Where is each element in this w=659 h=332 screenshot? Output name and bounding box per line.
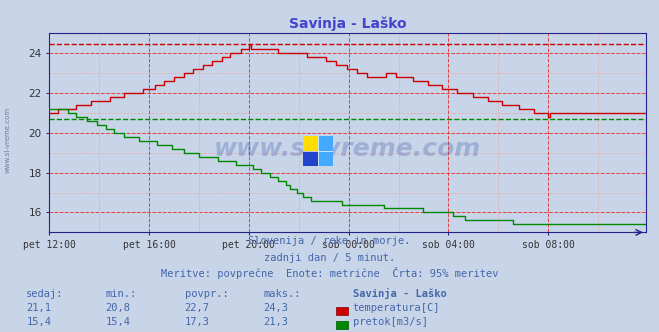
Text: Savinja - Laško: Savinja - Laško <box>353 288 446 299</box>
Text: temperatura[C]: temperatura[C] <box>353 303 440 313</box>
Text: 22,7: 22,7 <box>185 303 210 313</box>
Text: 21,1: 21,1 <box>26 303 51 313</box>
Text: 17,3: 17,3 <box>185 317 210 327</box>
Bar <box>303 151 318 166</box>
Bar <box>318 151 333 166</box>
Text: Meritve: povprečne  Enote: metrične  Črta: 95% meritev: Meritve: povprečne Enote: metrične Črta:… <box>161 267 498 279</box>
Text: 20,8: 20,8 <box>105 303 130 313</box>
Text: maks.:: maks.: <box>264 289 301 299</box>
Text: sedaj:: sedaj: <box>26 289 64 299</box>
Text: 15,4: 15,4 <box>105 317 130 327</box>
Bar <box>318 136 333 151</box>
Text: 21,3: 21,3 <box>264 317 289 327</box>
Text: povpr.:: povpr.: <box>185 289 228 299</box>
Title: Savinja - Laško: Savinja - Laško <box>289 16 407 31</box>
Text: pretok[m3/s]: pretok[m3/s] <box>353 317 428 327</box>
Text: Slovenija / reke in morje.: Slovenija / reke in morje. <box>248 236 411 246</box>
Text: 15,4: 15,4 <box>26 317 51 327</box>
Bar <box>303 136 318 151</box>
Text: zadnji dan / 5 minut.: zadnji dan / 5 minut. <box>264 253 395 263</box>
Text: 24,3: 24,3 <box>264 303 289 313</box>
Text: www.si-vreme.com: www.si-vreme.com <box>5 106 11 173</box>
Text: min.:: min.: <box>105 289 136 299</box>
Text: www.si-vreme.com: www.si-vreme.com <box>214 137 481 161</box>
